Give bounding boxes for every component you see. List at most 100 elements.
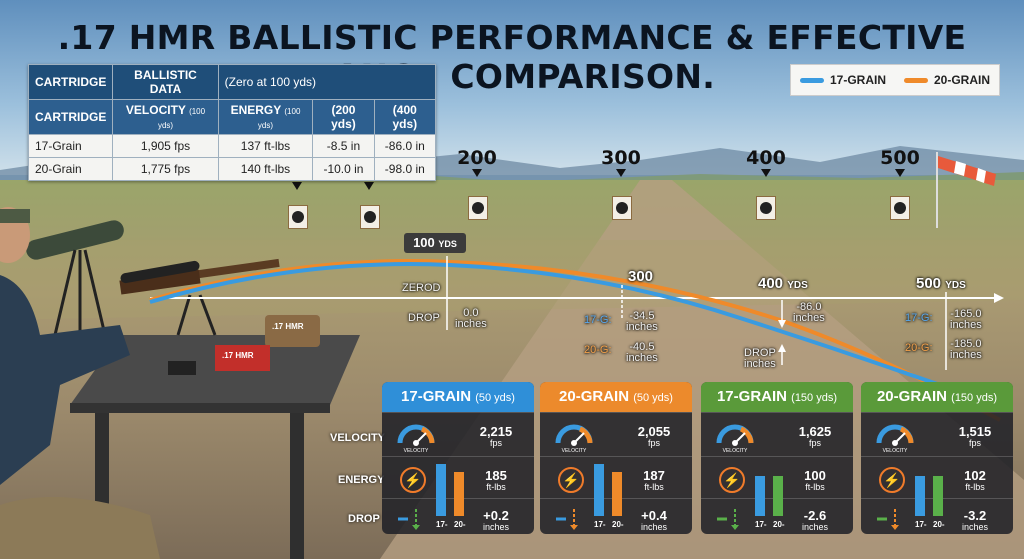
table-row: 20-Grain 1,775 fps 140 ft-lbs -10.0 in -… bbox=[27, 157, 437, 181]
cell-energy: 140 ft-lbs bbox=[217, 157, 314, 181]
table-header-cartridge: CARTRIDGE bbox=[27, 64, 114, 100]
card-header: 17-GRAIN (50 yds) bbox=[382, 382, 534, 412]
target-100 bbox=[360, 205, 380, 229]
col-drop-400: (400 yds) bbox=[373, 99, 437, 135]
zerod-label: ZEROD bbox=[402, 282, 441, 294]
drop-17g-500: -165.0 inches bbox=[950, 308, 982, 331]
energy-bar-chart: 17- 20- bbox=[915, 464, 951, 529]
label-17g-500: 17-G: bbox=[905, 312, 933, 324]
bar-20-grain bbox=[612, 472, 622, 516]
drop-value: -3.2 inches bbox=[961, 508, 988, 532]
performance-card: 20-GRAIN (50 yds) VELOCITY 2,055 fps ⚡ 18… bbox=[540, 382, 692, 534]
shooter-scene bbox=[0, 207, 360, 559]
bar-label-20: 20- bbox=[773, 520, 785, 529]
drop-arrow-icon bbox=[556, 509, 578, 530]
velocity-value: 2,055 fps bbox=[637, 424, 671, 448]
bar-label-17: 17- bbox=[915, 520, 927, 529]
table-header-ballistic-data: BALLISTIC DATA bbox=[112, 64, 219, 100]
velocity-value: 1,625 fps bbox=[798, 424, 832, 448]
drop-value: +0.2 inches bbox=[482, 508, 509, 532]
table-row: 17-Grain 1,905 fps 137 ft-lbs -8.5 in -8… bbox=[27, 134, 437, 158]
card-velocity-section: VELOCITY 2,055 fps bbox=[540, 412, 692, 457]
performance-card: 17-GRAIN (50 yds) VELOCITY 2,215 fps ⚡ 18… bbox=[382, 382, 534, 534]
energy-value: 185 ft-lbs bbox=[485, 468, 507, 492]
table-header-row: CARTRIDGE BALLISTIC DATA (Zero at 100 yd… bbox=[27, 64, 437, 100]
cell-drop-400: -86.0 in bbox=[373, 134, 437, 158]
velocity-value: 1,515 fps bbox=[958, 424, 992, 448]
cell-energy: 137 ft-lbs bbox=[217, 134, 314, 158]
bar-label-20: 20- bbox=[454, 520, 466, 529]
legend-swatch bbox=[903, 78, 928, 84]
speedometer-icon: VELOCITY bbox=[716, 424, 754, 453]
ammo-box-label: .17 HMR bbox=[222, 351, 254, 360]
gauge-label: VELOCITY bbox=[404, 448, 429, 453]
card-velocity-section: VELOCITY 1,625 fps bbox=[701, 412, 853, 457]
drop-17g-300: -34.5 inches bbox=[626, 310, 658, 333]
energy-bar-chart: 17- 20- bbox=[594, 464, 630, 529]
range-marker-400: 400 bbox=[736, 147, 796, 177]
sandbag bbox=[265, 315, 320, 347]
range-marker-300: 300 bbox=[591, 147, 651, 177]
yds-marker-400: 400 YDS bbox=[758, 275, 808, 292]
energy-value: 100 ft-lbs bbox=[804, 468, 826, 492]
drop-arrow-icon bbox=[717, 509, 739, 530]
lightning-icon: ⚡ bbox=[719, 467, 745, 493]
legend-swatch bbox=[799, 78, 824, 84]
sandbag-label: .17 HMR bbox=[272, 322, 304, 331]
card-energy-section: ⚡ 100 ft-lbs bbox=[701, 456, 853, 499]
target-200 bbox=[468, 196, 488, 220]
cell-cartridge: 20-Grain bbox=[27, 157, 114, 181]
ballistic-data-table: CARTRIDGE BALLISTIC DATA (Zero at 100 yd… bbox=[27, 64, 437, 181]
bar-label-17: 17- bbox=[436, 520, 448, 529]
drop-20g-500: -185.0 inches bbox=[950, 338, 982, 361]
energy-bar-chart: 17- 20- bbox=[755, 464, 791, 529]
drop-value: -2.6 inches bbox=[801, 508, 828, 532]
target-50 bbox=[288, 205, 308, 229]
card-energy-section: ⚡ 187 ft-lbs bbox=[540, 456, 692, 499]
spotting-scope bbox=[26, 220, 124, 260]
table-header-zero-note: (Zero at 100 yds) bbox=[217, 64, 437, 100]
row-label-drop: DROP bbox=[348, 513, 380, 525]
bar-17-grain bbox=[436, 464, 446, 516]
col-energy: ENERGY (100 yds) bbox=[217, 99, 314, 135]
drop-label: DROP bbox=[408, 312, 440, 324]
gauge-label: VELOCITY bbox=[723, 448, 748, 453]
card-header: 20-GRAIN (150 yds) bbox=[861, 382, 1013, 412]
cell-drop-400: -98.0 in bbox=[373, 157, 437, 181]
energy-bar-chart: 17- 20- bbox=[436, 464, 472, 529]
gauge-label: VELOCITY bbox=[883, 448, 908, 453]
card-energy-section: ⚡ 102 ft-lbs bbox=[861, 456, 1013, 499]
energy-value: 187 ft-lbs bbox=[643, 468, 665, 492]
bar-17-grain bbox=[594, 464, 604, 516]
cell-drop-200: -10.0 in bbox=[312, 157, 375, 181]
bar-20-grain bbox=[773, 476, 783, 516]
bar-label-20: 20- bbox=[612, 520, 624, 529]
range-marker-200: 200 bbox=[447, 147, 507, 177]
drop-arrow-icon bbox=[398, 509, 420, 530]
zero-drop-value: 0.0 inches bbox=[455, 307, 487, 330]
speedometer-icon: VELOCITY bbox=[397, 424, 435, 453]
windsock bbox=[936, 152, 996, 228]
card-velocity-section: VELOCITY 2,215 fps bbox=[382, 412, 534, 457]
speedometer-icon: VELOCITY bbox=[555, 424, 593, 453]
drop-20g-300: -40.5 inches bbox=[626, 341, 658, 364]
lightning-icon: ⚡ bbox=[879, 467, 905, 493]
lightning-icon: ⚡ bbox=[400, 467, 426, 493]
col-drop-200: (200 yds) bbox=[312, 99, 375, 135]
velocity-value: 2,215 fps bbox=[479, 424, 513, 448]
row-label-energy: ENERGY bbox=[338, 474, 385, 486]
col-velocity: VELOCITY (100 yds) bbox=[112, 99, 219, 135]
legend-item-17-grain: 17-GRAIN bbox=[799, 73, 886, 87]
card-velocity-section: VELOCITY 1,515 fps bbox=[861, 412, 1013, 457]
yds-marker-500: 500 YDS bbox=[916, 275, 966, 292]
cell-drop-200: -8.5 in bbox=[312, 134, 375, 158]
card-header: 17-GRAIN (150 yds) bbox=[701, 382, 853, 412]
bar-20-grain bbox=[933, 476, 943, 516]
row-label-velocity: VELOCITY bbox=[330, 432, 386, 444]
gauge-label: VELOCITY bbox=[562, 448, 587, 453]
cell-velocity: 1,775 fps bbox=[112, 157, 219, 181]
bar-label-20: 20- bbox=[933, 520, 945, 529]
energy-value: 102 ft-lbs bbox=[964, 468, 986, 492]
col-cartridge: CARTRIDGE bbox=[27, 99, 114, 135]
legend-item-20-grain: 20-GRAIN bbox=[903, 73, 990, 87]
